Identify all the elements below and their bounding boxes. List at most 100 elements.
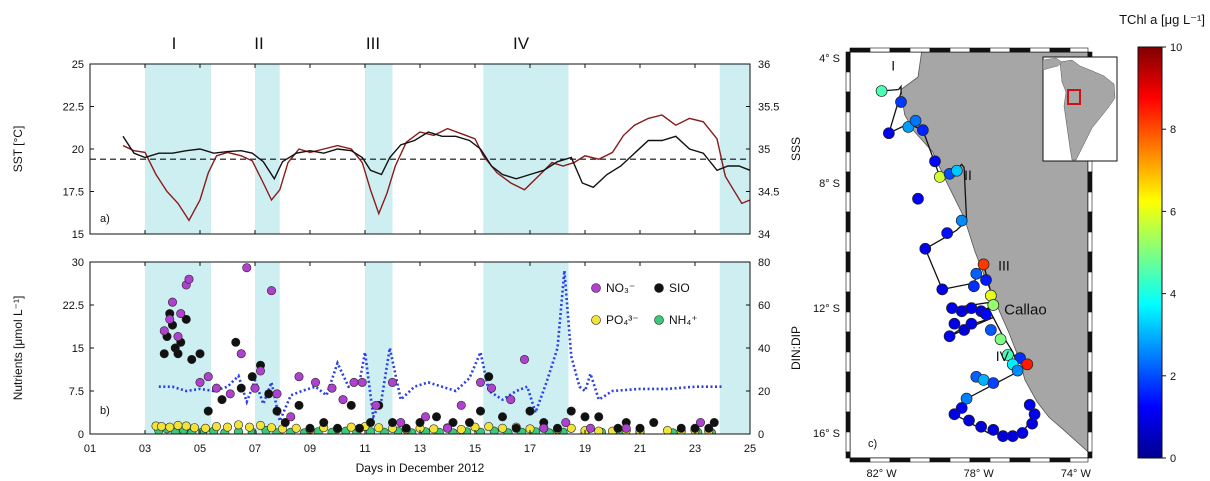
po4-point: [181, 421, 191, 431]
sio-point: [511, 423, 521, 433]
sio-point: [448, 418, 458, 428]
station-point: [985, 324, 997, 336]
po4-point: [255, 420, 265, 430]
po4-point: [212, 422, 222, 432]
po4-point: [291, 423, 301, 433]
map-panel-label: c): [868, 438, 877, 450]
station-point: [919, 242, 932, 255]
station-point: [936, 283, 949, 296]
x-tick-label: 13: [414, 443, 426, 455]
station-point: [912, 192, 924, 205]
legend-sio-marker: [654, 283, 664, 293]
station-point: [948, 408, 961, 421]
station-point: [1028, 408, 1041, 421]
no3-point: [621, 423, 631, 433]
no3-point: [203, 372, 213, 382]
inset-central-america: [1042, 57, 1063, 71]
period-label-4: IV: [513, 34, 530, 53]
station-point: [955, 214, 968, 227]
sio-point: [484, 372, 494, 382]
station-point: [970, 267, 983, 280]
panel-b-ticks: 0 7.5 15 22.5 30 0 20 40 60 80 01 03 05 07 09 11 13 15 17 1…: [63, 257, 771, 455]
sio-point: [187, 354, 197, 364]
station-point: [963, 414, 975, 427]
transect-label-4: IV: [996, 348, 1010, 364]
po4-point: [497, 423, 507, 433]
y-tick-label: 20: [72, 144, 84, 156]
no3-point: [286, 412, 296, 422]
station-point: [929, 155, 941, 168]
period-band: [483, 64, 569, 234]
legend-po4-label: PO₄³⁻: [606, 313, 639, 327]
no3-point: [561, 418, 571, 428]
x-tick-label: 21: [634, 443, 646, 455]
period-bands-a: [145, 64, 750, 234]
x-tick-label: 23: [689, 443, 701, 455]
no3-point: [255, 366, 265, 376]
station-point: [965, 317, 978, 330]
sio-point: [231, 337, 241, 347]
sio-point: [195, 349, 205, 359]
y-tick-label: 0: [78, 429, 84, 441]
station-point: [975, 420, 987, 433]
no3-point: [456, 400, 466, 410]
no3-point: [159, 326, 169, 336]
map-lat-label: 16° S: [813, 428, 840, 440]
sio-point: [264, 389, 274, 399]
sio-point: [173, 349, 183, 359]
station-point: [941, 227, 953, 239]
station-point: [946, 302, 958, 314]
x-tick-label: 07: [249, 443, 261, 455]
map-ticks: 82° W 78° W 74° W 4° S 8° S 12° S 16° S: [813, 53, 1092, 480]
sio-point: [415, 418, 425, 428]
po4-point: [266, 423, 276, 433]
station-point: [875, 85, 888, 97]
station-point: [977, 374, 990, 386]
sio-point: [354, 423, 364, 433]
no3-point: [236, 349, 246, 359]
colorbar-tick-label: 0: [1170, 453, 1176, 465]
station-point: [980, 308, 992, 321]
station-point: [883, 127, 895, 140]
legend-no3-label: NO₃⁻: [606, 281, 635, 295]
station-point: [987, 377, 1000, 389]
dindip-series-line: [158, 270, 723, 426]
sio-point: [159, 349, 169, 359]
map-land: [900, 52, 1088, 453]
sio-point: [580, 412, 590, 422]
sio-point: [431, 412, 441, 422]
y-tick-label: 34: [758, 229, 770, 241]
sio-point: [525, 406, 535, 416]
y-tick-label: 36: [758, 59, 770, 71]
no3-point: [176, 309, 186, 319]
y-tick-label: 35.5: [758, 102, 779, 114]
po4-point: [157, 422, 167, 432]
station-point: [909, 114, 922, 127]
x-tick-label: 03: [139, 443, 151, 455]
sio-point: [247, 372, 257, 382]
sio-point: [181, 314, 191, 324]
sss-series-line: [122, 131, 750, 189]
station-point: [1006, 430, 1019, 442]
station-point: [1011, 364, 1024, 377]
sio-point: [709, 418, 719, 428]
panel-a-right-ylabel: SSS: [789, 137, 803, 161]
no3-point: [371, 400, 381, 410]
period-label-1: I: [172, 34, 177, 53]
no3-point: [225, 389, 235, 399]
colorbar-ticks: 0 2 4 6 8 10: [1162, 42, 1182, 465]
x-tick-label: 01: [84, 443, 96, 455]
station-point: [968, 280, 980, 293]
panel-a-left-ylabel: SST [°C]: [11, 126, 25, 173]
transect-label-2: II: [964, 167, 972, 183]
no3-point: [266, 286, 276, 296]
no3-point: [420, 412, 430, 422]
station-point: [934, 171, 946, 183]
period-band: [365, 64, 393, 234]
sio-point: [475, 406, 485, 416]
po4-point: [484, 422, 494, 432]
no3-point: [310, 377, 320, 387]
sio-point: [332, 423, 342, 433]
map-frame: [845, 47, 1093, 463]
x-tick-label: 15: [469, 443, 481, 455]
